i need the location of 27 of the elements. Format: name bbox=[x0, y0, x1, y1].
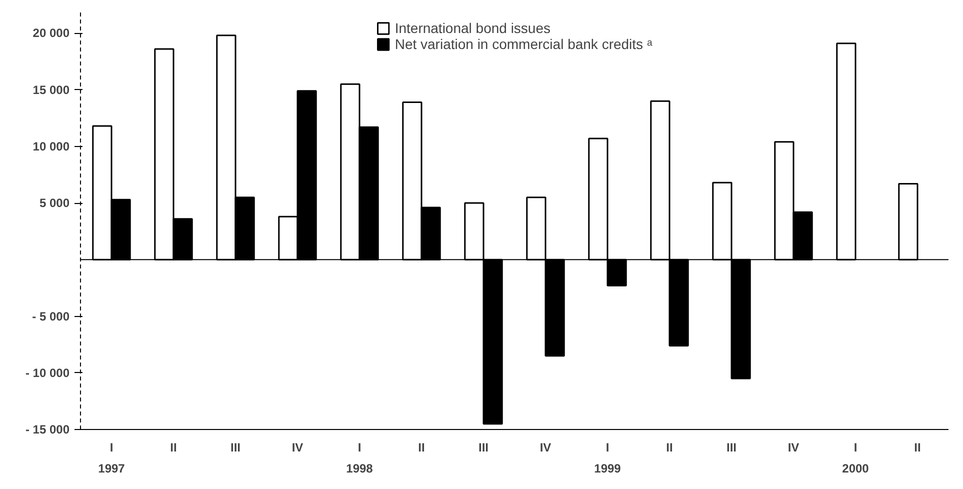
legend-label: International bond issues bbox=[394, 20, 551, 36]
x-tick-label: III bbox=[478, 440, 489, 454]
x-tick-label: I bbox=[854, 440, 858, 454]
y-tick-label: 5 000 bbox=[39, 196, 70, 210]
y-tick-label: - 15 000 bbox=[25, 422, 70, 436]
x-tick-label: II bbox=[418, 440, 425, 454]
text: 1999 bbox=[594, 462, 622, 476]
y-tick-label: 10 000 bbox=[32, 139, 70, 154]
x-tick-label: IV bbox=[540, 440, 552, 454]
x-tick-label: II bbox=[914, 440, 921, 454]
x-tick-label: IV bbox=[292, 440, 304, 454]
y-tick-label: - 10 000 bbox=[25, 366, 70, 380]
text: 1997 bbox=[98, 462, 126, 476]
x-tick-label: I bbox=[606, 440, 610, 454]
y-tick-label: 20 000 bbox=[32, 26, 70, 40]
text: 1998 bbox=[346, 462, 374, 476]
x-tick-label: II bbox=[170, 440, 177, 454]
x-tick-label: III bbox=[726, 440, 737, 454]
x-tick-label: I bbox=[358, 440, 362, 454]
legend-label: Net variation in commercial bank credits ᵃ bbox=[394, 36, 652, 52]
x-tick-label: IV bbox=[788, 440, 800, 454]
x-tick-label: II bbox=[666, 440, 673, 454]
text: 2000 bbox=[842, 462, 870, 476]
x-tick-label: I bbox=[110, 440, 114, 454]
x-tick-label: III bbox=[230, 440, 241, 454]
y-tick-label: 15 000 bbox=[32, 82, 70, 97]
y-tick-label: - 5 000 bbox=[32, 309, 70, 324]
